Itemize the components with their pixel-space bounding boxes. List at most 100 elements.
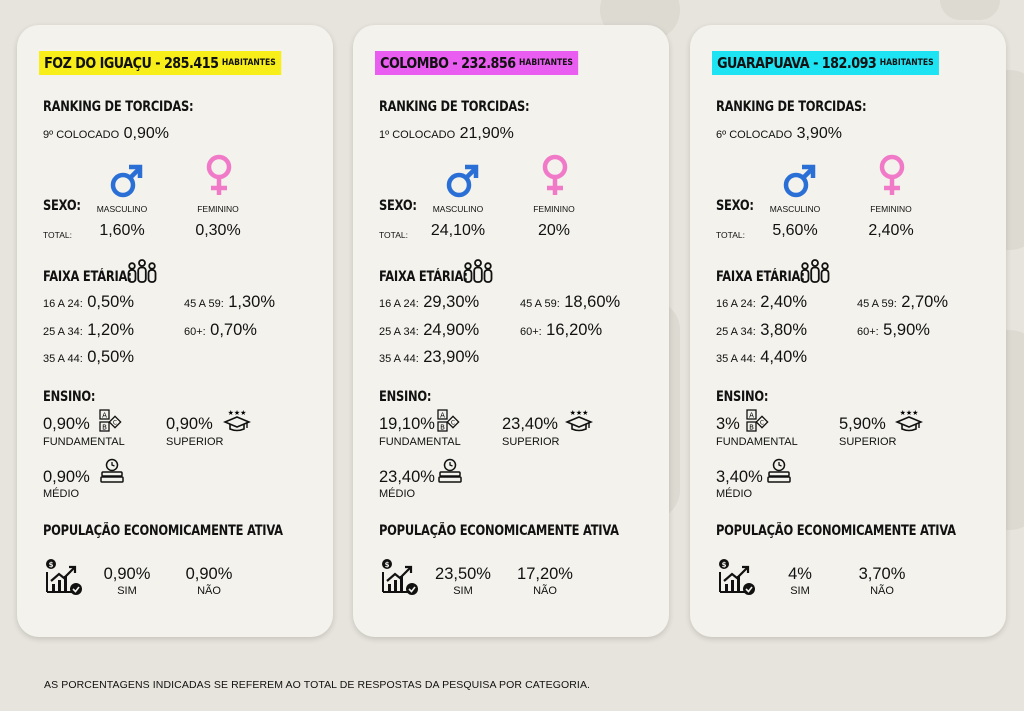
medio-block: 3,40% xyxy=(716,468,763,487)
medio-block: 0,90% xyxy=(43,468,90,487)
age-label: 45 A 59: xyxy=(857,298,897,310)
books-clock-icon xyxy=(767,458,791,483)
feminino-label: FEMININO xyxy=(197,204,239,214)
pea-label: POPULAÇÃO ECONOMICAMENTE ATIVA xyxy=(43,523,283,539)
svg-text:★★★: ★★★ xyxy=(900,409,919,417)
city-title: COLOMBO - 232.856 HABITANTES xyxy=(375,51,579,75)
money-growth-chart-icon: $ xyxy=(382,559,418,595)
city-title-text: FOZ DO IGUAÇU - 285.415 xyxy=(44,54,219,72)
age-35-44: 35 A 44: 0,50% xyxy=(43,348,134,367)
age-label: 35 A 44: xyxy=(43,353,83,365)
pea-nao-label: NÃO xyxy=(870,585,894,597)
age-value: 29,30% xyxy=(423,293,480,311)
age-label: 45 A 59: xyxy=(520,298,560,310)
money-growth-chart-icon: $ xyxy=(46,559,82,595)
superior-label: SUPERIOR xyxy=(166,436,224,448)
age-45-59: 45 A 59: 2,70% xyxy=(857,293,948,312)
ranking-position: 6º COLOCADO xyxy=(716,129,793,141)
fundamental-label: FUNDAMENTAL xyxy=(379,436,461,448)
age-60-plus: 60+: 0,70% xyxy=(184,321,257,340)
sexo-label: SEXO: xyxy=(43,198,81,214)
age-value: 2,70% xyxy=(901,293,949,311)
abc-blocks-icon: ABC xyxy=(99,409,122,432)
age-label: 16 A 24: xyxy=(379,298,419,310)
age-label: 25 A 34: xyxy=(379,326,419,338)
ensino-label: ENSINO: xyxy=(379,389,432,405)
age-60-plus: 60+: 16,20% xyxy=(520,321,602,340)
age-label: 35 A 44: xyxy=(379,353,419,365)
age-16-24: 16 A 24: 0,50% xyxy=(43,293,134,312)
fundamental-value: 0,90% xyxy=(43,415,90,433)
people-group-icon xyxy=(463,259,493,283)
city-title-text: COLOMBO - 232.856 xyxy=(380,54,516,72)
feminino-value: 0,30% xyxy=(195,222,241,239)
medio-label: MÉDIO xyxy=(716,488,753,500)
age-value: 1,20% xyxy=(87,321,135,339)
masculino-value: 24,10% xyxy=(430,222,486,239)
svg-text:$: $ xyxy=(385,561,390,569)
age-35-44: 35 A 44: 23,90% xyxy=(379,348,479,367)
medio-value: 0,90% xyxy=(43,468,90,486)
pea-nao-value: 3,70% xyxy=(858,565,906,583)
fundamental-block: 3% xyxy=(716,415,740,434)
pea-nao-value: 17,20% xyxy=(517,565,573,583)
superior-block: 23,40% xyxy=(502,415,558,434)
feminino-label: FEMININO xyxy=(870,204,912,214)
svg-text:A: A xyxy=(440,412,445,420)
svg-text:A: A xyxy=(102,412,107,420)
age-label: 45 A 59: xyxy=(184,298,224,310)
books-clock-icon xyxy=(100,458,124,483)
age-25-34: 25 A 34: 3,80% xyxy=(716,321,807,340)
ranking-value: 21,90% xyxy=(459,125,514,142)
habitantes-label: HABITANTES xyxy=(221,58,276,68)
masculino-label: MASCULINO xyxy=(432,204,484,214)
people-group-icon xyxy=(127,259,157,283)
medio-label: MÉDIO xyxy=(43,488,80,500)
pea-label: POPULAÇÃO ECONOMICAMENTE ATIVA xyxy=(379,523,619,539)
svg-text:$: $ xyxy=(49,561,54,569)
age-60-plus: 60+: 5,90% xyxy=(857,321,930,340)
age-35-44: 35 A 44: 4,40% xyxy=(716,348,807,367)
sexo-label: SEXO: xyxy=(716,198,754,214)
habitantes-label: HABITANTES xyxy=(519,58,573,68)
male-symbol-icon xyxy=(110,164,143,198)
money-growth-chart-icon: $ xyxy=(719,559,755,595)
age-value: 4,40% xyxy=(760,348,808,366)
total-label: TOTAL: xyxy=(43,230,72,240)
masculino-value: 1,60% xyxy=(99,222,145,239)
superior-label: SUPERIOR xyxy=(502,436,560,448)
faixa-etaria-label: FAIXA ETÁRIA: xyxy=(379,269,468,285)
svg-text:A: A xyxy=(749,412,754,420)
books-clock-icon xyxy=(438,458,462,483)
city-card-2: GUARAPUAVA - 182.093 HABITANTES RANKING D… xyxy=(690,25,1006,637)
svg-text:★★★: ★★★ xyxy=(228,409,247,417)
pea-nao-value: 0,90% xyxy=(185,565,233,583)
superior-block: 0,90% xyxy=(166,415,213,434)
superior-block: 5,90% xyxy=(839,415,886,434)
age-value: 24,90% xyxy=(423,321,480,339)
footer-note: AS PORCENTAGENS INDICADAS SE REFEREM AO … xyxy=(44,679,591,691)
svg-text:B: B xyxy=(749,424,754,432)
city-title: FOZ DO IGUAÇU - 285.415 HABITANTES xyxy=(39,51,281,75)
age-value: 3,80% xyxy=(760,321,808,339)
graduation-cap-icon: ★★★ xyxy=(565,409,593,432)
faixa-etaria-label: FAIXA ETÁRIA: xyxy=(716,269,805,285)
age-label: 60+: xyxy=(184,326,206,338)
age-45-59: 45 A 59: 18,60% xyxy=(520,293,620,312)
age-value: 18,60% xyxy=(564,293,621,311)
ranking-label: RANKING DE TORCIDAS: xyxy=(716,99,867,115)
ranking-value: 0,90% xyxy=(123,125,169,142)
fundamental-value: 3% xyxy=(716,415,740,433)
age-label: 25 A 34: xyxy=(716,326,756,338)
pea-sim-value: 23,50% xyxy=(435,565,491,583)
age-16-24: 16 A 24: 29,30% xyxy=(379,293,479,312)
superior-value: 0,90% xyxy=(166,415,213,433)
medio-value: 23,40% xyxy=(379,468,435,486)
pea-sim-label: SIM xyxy=(790,585,810,597)
superior-value: 23,40% xyxy=(502,415,558,433)
masculino-value: 5,60% xyxy=(772,222,818,239)
abc-blocks-icon: ABC xyxy=(746,409,769,432)
age-label: 60+: xyxy=(520,326,542,338)
pea-nao-label: NÃO xyxy=(533,585,557,597)
graduation-cap-icon: ★★★ xyxy=(895,409,923,432)
